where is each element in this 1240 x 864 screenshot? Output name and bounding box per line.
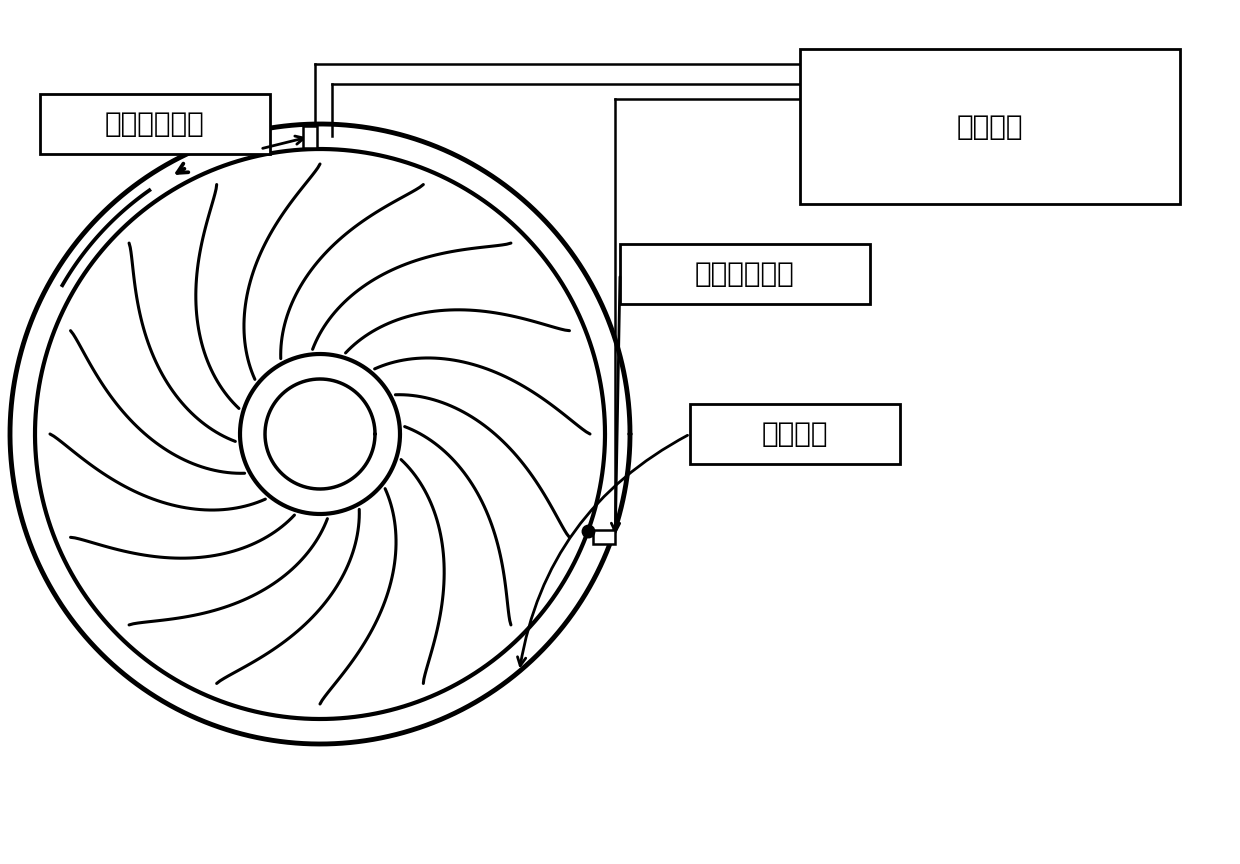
Bar bbox=[689, 404, 900, 464]
Bar bbox=[620, 244, 870, 304]
Bar bbox=[593, 530, 615, 544]
Bar bbox=[40, 94, 270, 154]
Text: 监测装置: 监测装置 bbox=[957, 112, 1023, 141]
Text: 第一目标位置: 第一目标位置 bbox=[105, 110, 205, 138]
Text: 第二目标位置: 第二目标位置 bbox=[696, 260, 795, 288]
Bar bbox=[303, 125, 316, 148]
Text: 透平机械: 透平机械 bbox=[761, 420, 828, 448]
Bar bbox=[800, 49, 1180, 204]
